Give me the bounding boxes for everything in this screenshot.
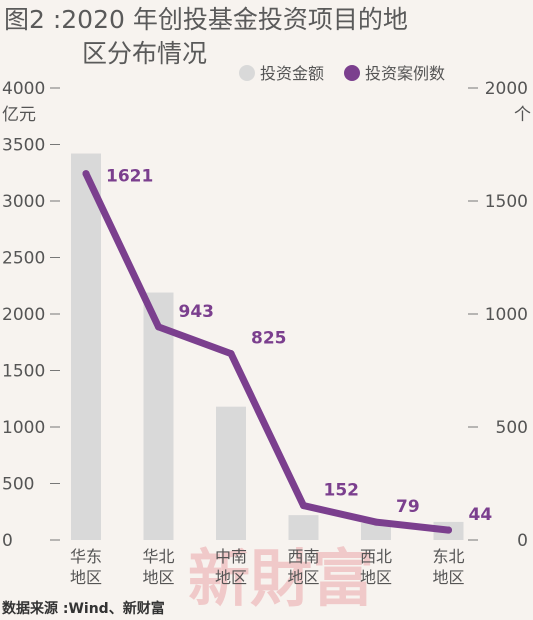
category-label: 西北 bbox=[360, 547, 392, 566]
bar bbox=[361, 523, 391, 540]
left-tick-label: 3500 bbox=[2, 136, 45, 156]
category-label: 地区 bbox=[215, 568, 247, 587]
chart-title-line1: 图2 :2020 年创投基金投资项目的地 bbox=[4, 5, 408, 34]
category-label: 地区 bbox=[360, 568, 392, 587]
category-label: 地区 bbox=[287, 568, 319, 587]
data-label: 152 bbox=[324, 481, 360, 501]
legend-label-bar: 投资金额 bbox=[260, 64, 324, 83]
line-point bbox=[300, 502, 307, 510]
bar-series bbox=[71, 153, 464, 541]
data-label: 825 bbox=[251, 329, 287, 349]
legend-swatch-line bbox=[344, 65, 360, 81]
line-point bbox=[372, 518, 380, 526]
bar bbox=[288, 515, 319, 540]
right-tick-label: 0 bbox=[517, 531, 528, 551]
category-label: 华北 bbox=[142, 547, 174, 566]
left-tick-label: 0 bbox=[2, 531, 13, 551]
right-tick-label: 1000 bbox=[485, 305, 528, 325]
data-label: 943 bbox=[179, 302, 215, 322]
legend-swatch-bar bbox=[239, 65, 255, 81]
left-tick-label: 2500 bbox=[2, 249, 45, 269]
legend-label-line: 投资案例数 bbox=[365, 64, 445, 83]
category-label: 东北 bbox=[432, 547, 464, 566]
data-label: 1621 bbox=[106, 167, 153, 187]
bar bbox=[71, 153, 101, 541]
line-series bbox=[82, 170, 452, 534]
left-tick-label: 1500 bbox=[2, 362, 45, 382]
left-tick-label: 1000 bbox=[2, 418, 45, 438]
legend: 投资金额 投资案例数 bbox=[239, 64, 445, 83]
left-axis-unit: 亿元 bbox=[2, 105, 36, 125]
line-point bbox=[445, 526, 452, 534]
left-axis: 0 500 1000 1500 2000 2500 3000 3500 4000 bbox=[2, 79, 60, 551]
watermark: 新財富 bbox=[188, 542, 374, 615]
category-label: 地区 bbox=[142, 568, 174, 587]
category-label: 华东 bbox=[70, 547, 102, 566]
right-tick-label: 500 bbox=[496, 418, 528, 438]
category-label: 中南 bbox=[215, 547, 247, 566]
right-axis: 0 500 1000 1500 2000 bbox=[468, 79, 528, 551]
bar bbox=[216, 406, 246, 540]
line-path bbox=[82, 170, 452, 534]
source-note: 数据来源 :Wind、新财富 bbox=[2, 600, 165, 617]
right-axis-unit: 个 bbox=[514, 105, 531, 125]
data-label: 79 bbox=[396, 497, 420, 517]
category-label: 地区 bbox=[432, 568, 464, 587]
left-tick-label: 500 bbox=[2, 475, 34, 495]
line-point bbox=[82, 170, 90, 178]
right-tick-label: 2000 bbox=[485, 79, 528, 99]
right-tick-label: 1500 bbox=[485, 192, 528, 212]
category-label: 西南 bbox=[287, 547, 319, 566]
category-label: 地区 bbox=[70, 568, 102, 587]
data-label: 44 bbox=[469, 505, 493, 525]
chart-title-line2: 区分布情况 bbox=[82, 39, 207, 68]
left-tick-label: 2000 bbox=[2, 305, 45, 325]
left-tick-label: 3000 bbox=[2, 192, 45, 212]
left-tick-label: 4000 bbox=[2, 79, 45, 99]
line-point bbox=[155, 323, 162, 331]
line-point bbox=[227, 350, 235, 358]
data-labels: 1621 943 825 152 79 44 bbox=[106, 167, 492, 525]
